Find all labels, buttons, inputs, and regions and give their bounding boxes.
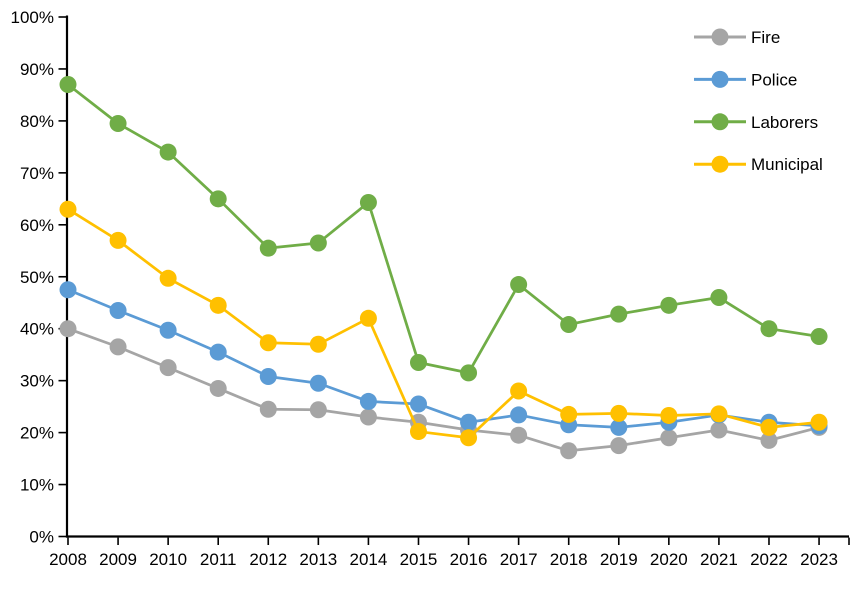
series-line-police (66, 288, 821, 429)
data-point-municipal-2018 (560, 405, 578, 423)
y-axis-label: 90% (20, 60, 54, 79)
y-axis-label: 40% (20, 320, 54, 339)
data-point-police-2010 (159, 321, 177, 339)
x-axis-label: 2021 (700, 550, 738, 569)
data-point-municipal-2020 (660, 406, 678, 424)
data-point-municipal-2008 (59, 200, 77, 218)
legend-marker-police (711, 70, 729, 88)
series-line-municipal (66, 207, 821, 440)
data-point-police-2008 (59, 281, 77, 299)
series-line-fire (66, 327, 821, 453)
y-axis-label: 30% (20, 372, 54, 391)
y-axis-label: 50% (20, 268, 54, 287)
data-point-fire-2009 (109, 338, 127, 356)
legend-marker-municipal (711, 155, 729, 173)
data-point-laborers-2008 (59, 76, 77, 94)
data-point-laborers-2010 (159, 143, 177, 161)
x-axis-label: 2014 (350, 550, 388, 569)
x-axis-label: 2017 (500, 550, 538, 569)
data-point-fire-2017 (510, 426, 528, 444)
data-point-police-2015 (409, 395, 427, 413)
data-point-laborers-2009 (109, 114, 127, 132)
data-point-laborers-2016 (460, 364, 478, 382)
data-point-police-2009 (109, 302, 127, 320)
data-point-fire-2010 (159, 359, 177, 377)
x-axis-label: 2009 (99, 550, 137, 569)
data-point-laborers-2017 (510, 276, 528, 294)
x-axis-label: 2023 (800, 550, 838, 569)
data-point-police-2019 (610, 418, 628, 436)
x-axis-label: 2013 (299, 550, 337, 569)
data-point-laborers-2014 (359, 193, 377, 211)
data-point-municipal-2015 (409, 423, 427, 441)
data-point-municipal-2023 (810, 413, 828, 431)
data-point-fire-2008 (59, 320, 77, 338)
data-point-police-2017 (510, 406, 528, 424)
data-point-laborers-2011 (209, 190, 227, 208)
data-point-fire-2019 (610, 437, 628, 455)
data-point-laborers-2020 (660, 296, 678, 314)
data-point-municipal-2013 (309, 335, 327, 353)
data-point-municipal-2014 (359, 309, 377, 327)
data-point-municipal-2022 (760, 418, 778, 436)
data-point-municipal-2017 (510, 382, 528, 400)
y-axis-label: 70% (20, 164, 54, 183)
y-axis-label: 10% (20, 476, 54, 495)
x-axis-label: 2018 (550, 550, 588, 569)
legend-label-municipal: Municipal (751, 155, 823, 174)
x-axis-label: 2019 (600, 550, 638, 569)
legend-marker-fire (711, 28, 729, 46)
data-point-municipal-2019 (610, 404, 628, 422)
data-point-municipal-2010 (159, 269, 177, 287)
legend-marker-laborers (711, 113, 729, 131)
data-point-fire-2022 (760, 431, 778, 449)
legend-label-police: Police (751, 70, 797, 89)
x-axis-label: 2016 (450, 550, 488, 569)
legend-label-laborers: Laborers (751, 113, 818, 132)
data-point-fire-2011 (209, 379, 227, 397)
legend-label-fire: Fire (751, 28, 780, 47)
x-axis-label: 2020 (650, 550, 688, 569)
data-point-laborers-2018 (560, 316, 578, 334)
y-axis-label: 80% (20, 112, 54, 131)
data-point-police-2016 (460, 413, 478, 431)
data-point-laborers-2022 (760, 320, 778, 338)
data-point-laborers-2023 (810, 327, 828, 345)
data-point-police-2013 (309, 374, 327, 392)
data-point-fire-2018 (560, 442, 578, 460)
data-point-municipal-2011 (209, 296, 227, 314)
y-axis-label: 60% (20, 216, 54, 235)
data-point-municipal-2021 (710, 405, 728, 423)
y-axis-label: 0% (29, 528, 54, 547)
x-axis-label: 2022 (750, 550, 788, 569)
x-axis-label: 2011 (200, 550, 237, 569)
data-point-fire-2021 (710, 421, 728, 439)
data-point-police-2011 (209, 343, 227, 361)
data-point-police-2014 (359, 392, 377, 410)
data-point-municipal-2016 (460, 429, 478, 447)
data-point-police-2012 (259, 367, 277, 385)
data-point-fire-2014 (359, 408, 377, 426)
data-point-laborers-2019 (610, 305, 628, 323)
data-point-laborers-2013 (309, 234, 327, 252)
data-point-laborers-2015 (409, 353, 427, 371)
y-axis-label: 20% (20, 424, 54, 443)
x-axis-label: 2010 (149, 550, 187, 569)
data-point-fire-2013 (309, 401, 327, 419)
x-axis-label: 2012 (249, 550, 287, 569)
x-axis-label: 2015 (400, 550, 438, 569)
data-point-municipal-2009 (109, 231, 127, 249)
x-axis-label: 2008 (49, 550, 87, 569)
data-point-laborers-2012 (259, 239, 277, 257)
data-point-fire-2020 (660, 429, 678, 447)
data-point-laborers-2021 (710, 289, 728, 307)
data-point-municipal-2012 (259, 334, 277, 352)
data-point-fire-2012 (259, 400, 277, 418)
y-axis-label: 100% (11, 8, 54, 27)
series-line-laborers (66, 83, 821, 375)
